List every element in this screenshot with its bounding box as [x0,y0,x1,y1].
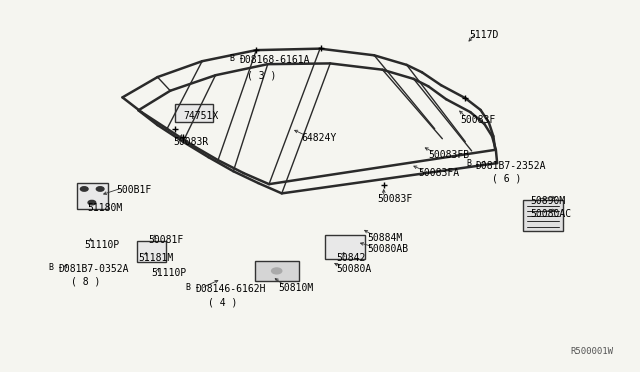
Text: 51110P: 51110P [84,240,120,250]
Text: 50890M: 50890M [531,196,566,206]
Text: 51110P: 51110P [151,268,186,278]
FancyBboxPatch shape [523,200,563,231]
Text: 50080AC: 50080AC [531,209,572,219]
Text: 50083F: 50083F [460,115,495,125]
Text: B: B [466,159,471,169]
Text: 5117D: 5117D [470,30,499,40]
Text: Ð081B7-2352A: Ð081B7-2352A [476,161,547,171]
Text: B: B [185,283,190,292]
Circle shape [97,187,104,191]
Text: B: B [230,54,235,63]
FancyBboxPatch shape [175,104,213,122]
Text: ( 3 ): ( 3 ) [246,70,276,80]
Text: Ð081B7-0352A: Ð081B7-0352A [59,264,129,274]
Text: 50884M: 50884M [368,233,403,243]
Text: 50083R: 50083R [173,137,209,147]
FancyBboxPatch shape [325,235,365,259]
Text: 50083FA: 50083FA [419,168,460,178]
Text: 51180M: 51180M [88,203,123,213]
Text: ( 4 ): ( 4 ) [209,297,238,307]
Text: ( 8 ): ( 8 ) [72,277,101,287]
Text: 50080A: 50080A [336,264,371,274]
FancyBboxPatch shape [77,183,108,209]
Text: 500B1F: 500B1F [116,185,151,195]
Circle shape [271,268,282,274]
Text: Ð08168-6161A: Ð08168-6161A [241,55,311,65]
Text: R500001W: R500001W [570,347,613,356]
Text: 74751X: 74751X [183,111,218,121]
Text: 64824Y: 64824Y [301,133,336,143]
Text: 50080AB: 50080AB [368,244,409,254]
Text: B: B [49,263,54,272]
FancyBboxPatch shape [255,261,299,281]
Text: 50083FB: 50083FB [428,150,470,160]
Text: 50810M: 50810M [278,283,314,292]
Text: 51181M: 51181M [138,253,173,263]
Circle shape [88,201,96,205]
Text: 50083F: 50083F [378,194,413,204]
Circle shape [81,187,88,191]
Text: 50842: 50842 [336,253,365,263]
Text: ( 6 ): ( 6 ) [492,174,522,184]
Text: 50081F: 50081F [148,234,183,244]
FancyBboxPatch shape [137,241,166,262]
Text: Ð08146-6162H: Ð08146-6162H [196,284,266,294]
